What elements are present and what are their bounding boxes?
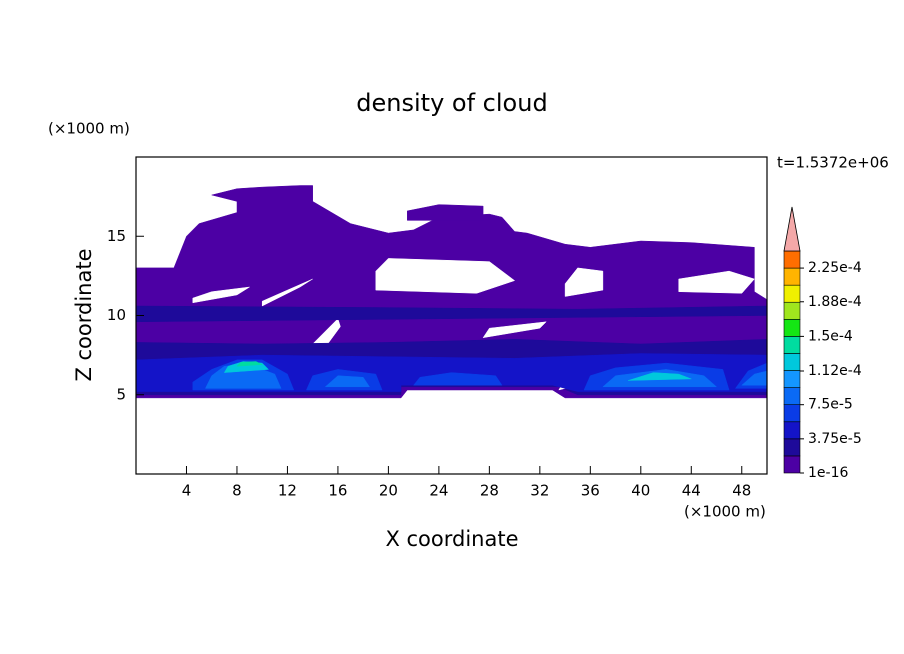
x-tick-label: 40 [631,482,650,500]
colorbar-label: 7.5e-5 [808,397,853,413]
x-tick-label: 36 [581,482,600,500]
x-tick-label: 16 [328,482,347,500]
colorbar-band [783,250,801,269]
colorbar-over [783,206,801,252]
colorbar-label: 1e-16 [808,465,848,481]
contour-region [192,286,250,304]
colorbar-band [783,438,801,457]
x-tick-label: 28 [480,482,499,500]
colorbar-band [783,267,801,286]
x-tick-label: 48 [732,482,751,500]
x-unit: (×1000 m) [684,503,766,521]
contour-region [261,278,313,307]
y-tick-label: 10 [107,306,126,324]
colorbar-band [783,319,801,337]
contour-region [741,370,767,386]
contour-region [407,204,484,221]
colorbar-label: 1.88e-4 [808,294,862,310]
colorbar-band [783,301,801,320]
contour-region [678,270,755,294]
y-tick-label: 15 [107,227,126,245]
chart-title: density of cloud [356,89,547,117]
colorbar-label: 2.25e-4 [808,260,862,276]
x-tick-label: 12 [278,482,297,500]
x-axis-label: X coordinate [385,527,518,551]
colorbar-label: 1.12e-4 [808,363,862,379]
time-label: t=1.5372e+06 [777,154,889,172]
contour-region [413,372,503,386]
x-tick-label: 32 [530,482,549,500]
contour-field [136,185,767,399]
colorbar-band [783,404,801,423]
colorbar-band [783,421,801,440]
y-axis-label: Z coordinate [72,248,96,381]
x-tick-label: 24 [429,482,448,500]
colorbar-band [783,284,801,303]
contour-region [564,267,604,297]
x-tick-label: 20 [379,482,398,500]
colorbar-band [783,353,801,371]
x-tick-label: 4 [182,482,192,500]
colorbar-band [783,370,801,388]
contour-region [375,258,516,294]
contour-region [136,305,767,323]
y-tick-label: 5 [116,385,126,403]
colorbar-band [783,336,801,354]
contour-region [482,321,547,339]
contour-region [324,375,370,388]
colorbar-band [783,455,801,474]
contour-region [236,361,264,367]
colorbar-label: 3.75e-5 [808,431,862,447]
x-tick-label: 8 [232,482,242,500]
colorbar-band [783,387,801,405]
y-unit: (×1000 m) [48,120,130,138]
contour-region [628,372,692,381]
x-tick-label: 44 [682,482,701,500]
colorbar-label: 1.5e-4 [808,328,853,344]
